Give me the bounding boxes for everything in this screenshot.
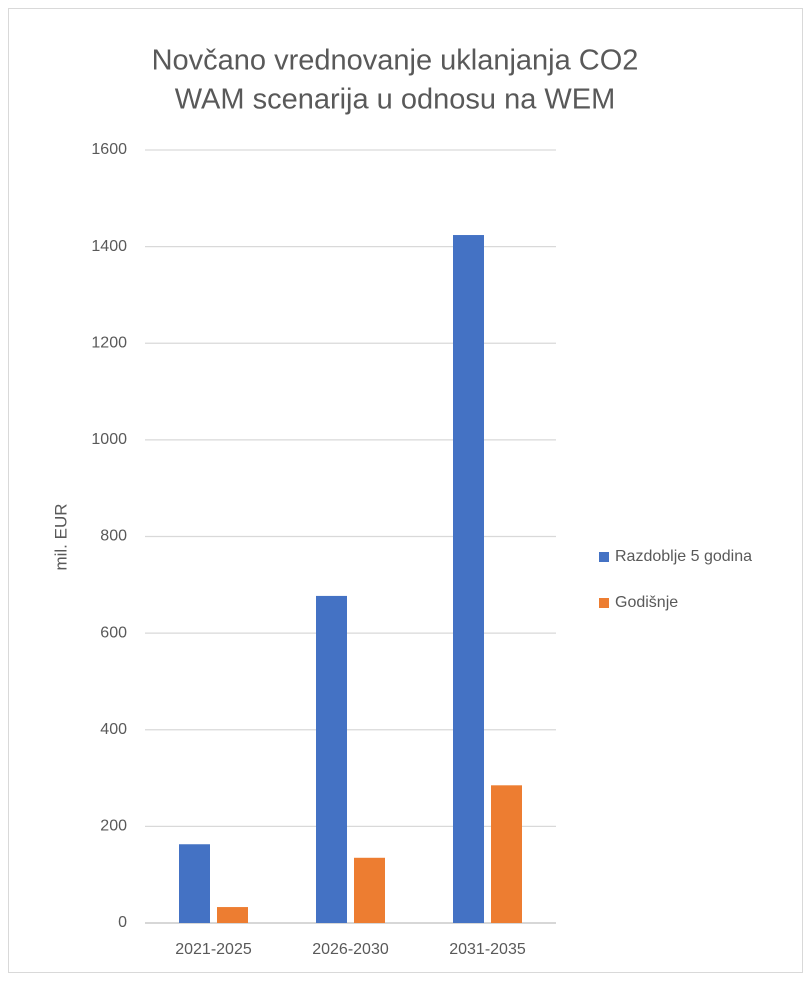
bar (453, 235, 484, 923)
y-tick-label: 1400 (91, 238, 127, 255)
x-tick-label: 2031-2035 (449, 941, 526, 958)
chart-title: Novčano vrednovanje uklanjanja CO2 (152, 45, 639, 77)
x-tick-label: 2026-2030 (312, 941, 389, 958)
bar (316, 595, 347, 923)
legend-label: Razdoblje 5 godina (615, 548, 752, 565)
y-tick-label: 1200 (91, 334, 127, 351)
bar (491, 785, 522, 923)
chart-title: WAM scenarija u odnosu na WEM (175, 84, 616, 116)
legend-swatch (599, 598, 609, 608)
y-tick-label: 0 (118, 914, 127, 931)
legend-swatch (599, 552, 609, 562)
chart-border (8, 8, 803, 973)
legend-label: Godišnje (615, 594, 678, 611)
y-tick-label: 600 (100, 624, 127, 641)
y-tick-label: 200 (100, 818, 127, 835)
x-tick-label: 2021-2025 (175, 941, 252, 958)
y-tick-label: 400 (100, 721, 127, 738)
bar (179, 844, 210, 923)
y-tick-label: 800 (100, 528, 127, 545)
bar (217, 907, 248, 923)
bar (354, 857, 385, 923)
y-tick-label: 1000 (91, 431, 127, 448)
y-tick-label: 1600 (91, 141, 127, 158)
y-axis-label: mil. EUR (51, 503, 70, 570)
